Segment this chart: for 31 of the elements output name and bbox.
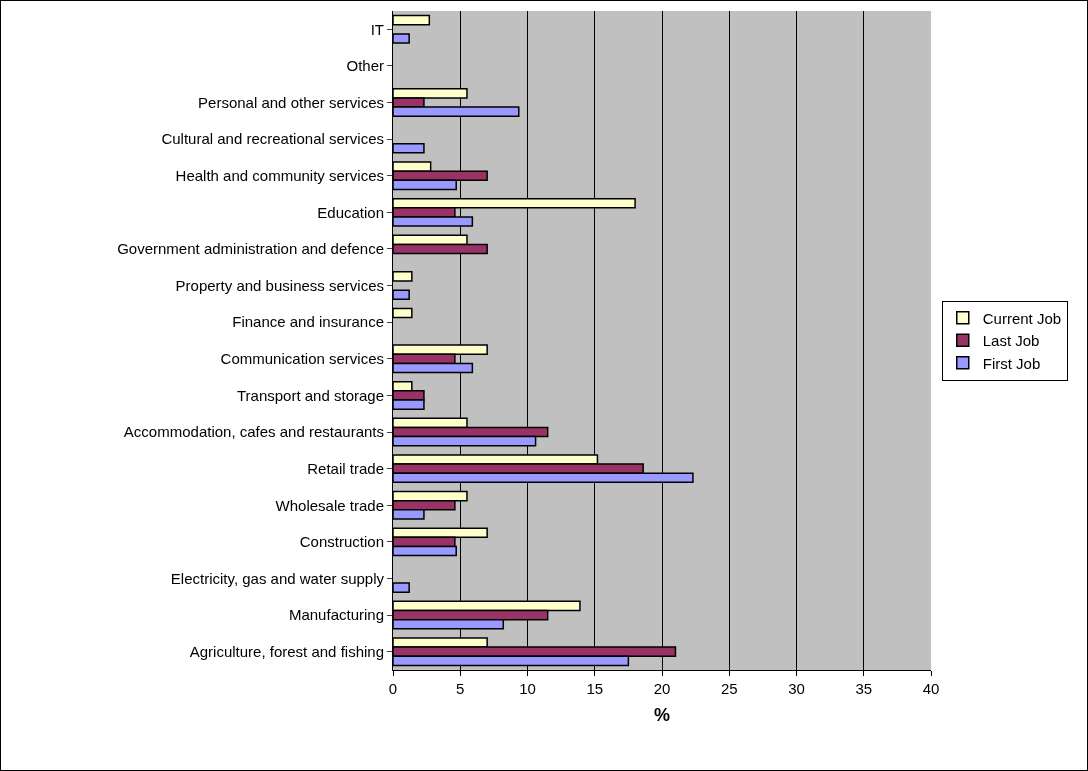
y-tick-label: Communication services (220, 350, 384, 368)
y-tick-label: Other (346, 57, 384, 75)
y-tick-label: Government administration and defence (117, 240, 384, 258)
x-tick-label: 15 (586, 680, 604, 697)
x-axis-title: % (653, 705, 671, 726)
y-tick-label: Cultural and recreational services (161, 130, 384, 148)
x-tick-label: 10 (519, 680, 536, 697)
y-tick-label: Wholesale trade (275, 496, 384, 514)
legend-label: Current Job (982, 309, 1062, 327)
y-tick-label: Electricity, gas and water supply (170, 569, 385, 587)
y-tick-label: Agriculture, forest and fishing (189, 642, 384, 660)
y-tick-label: Accommodation, cafes and restaurants (123, 423, 384, 441)
y-tick-label: IT (370, 20, 384, 38)
x-tick-label: 25 (720, 680, 738, 697)
y-tick-label: Manufacturing (288, 606, 384, 624)
legend-label: First Job (982, 354, 1041, 372)
y-tick-label: Retail trade (307, 459, 384, 477)
y-tick-label: Property and business services (175, 276, 384, 294)
x-tick-label: 35 (855, 680, 873, 697)
x-tick-label: 0 (388, 680, 398, 697)
x-tick-label: 20 (653, 680, 671, 697)
y-tick-label: Personal and other services (198, 93, 384, 111)
y-tick-label: Health and community services (175, 167, 384, 184)
x-tick-label: 40 (922, 680, 940, 697)
y-tick-label: Transport and storage (236, 386, 384, 404)
y-tick-label: Finance and insurance (232, 313, 384, 331)
x-tick-label: 30 (788, 680, 805, 697)
legend-label: Last Job (982, 332, 1040, 350)
x-tick-label: 5 (456, 680, 465, 697)
y-tick-label: Education (317, 203, 384, 221)
y-tick-label: Construction (299, 533, 384, 551)
